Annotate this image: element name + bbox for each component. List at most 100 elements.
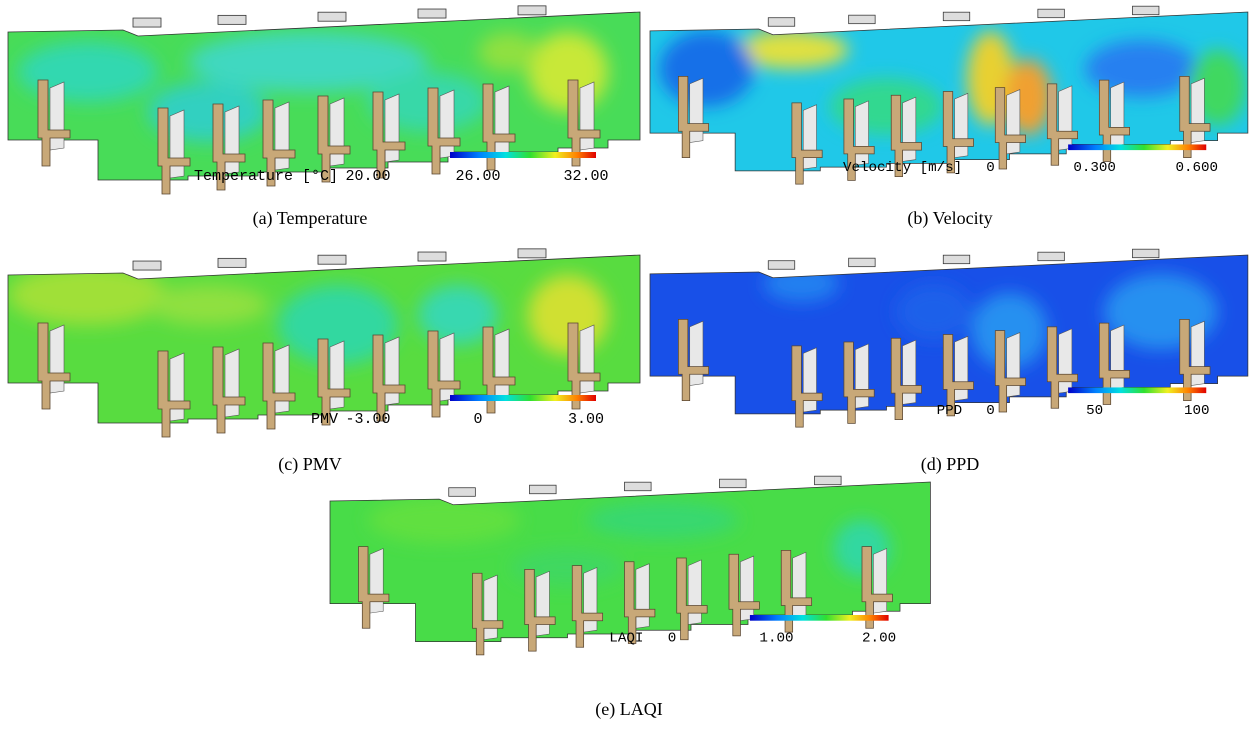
seat-back [275,345,289,413]
seat-back [370,549,383,614]
colorbar-label: LAQI [609,631,643,647]
caption: (b) Velocity [907,208,992,229]
seat-back [1111,82,1124,146]
seat-back [688,560,701,625]
colorbar-bar [450,152,596,158]
field-blob [478,32,538,72]
air-vent [1038,252,1064,261]
seat-back [536,571,549,636]
seat-back [275,102,289,170]
air-vent [849,15,875,24]
colorbar-label: Velocity [m/s] [843,160,962,176]
seat-back [385,94,399,162]
colorbar-tick-label: 1.00 [759,631,793,647]
air-vent [133,18,161,27]
air-vent [768,18,794,27]
colorbar-tick-label: 0 [986,403,995,419]
colorbar-tick-label: 32.00 [563,168,608,185]
caption: (c) PMV [278,454,342,475]
seat-back [903,340,916,404]
seat-back [330,341,344,409]
colorbar-label: Temperature [°C] [194,168,338,185]
seat-back [495,329,509,397]
air-vent [418,252,446,261]
seat-back [484,575,497,640]
seat-back [1111,325,1124,389]
field-blob [896,283,972,340]
contour-panel: PPD 0 50 100 [650,249,1248,427]
colorbar-bar [750,615,889,621]
air-vent [1132,6,1158,15]
colorbar-bar [450,395,596,401]
caption: (e) LAQI [595,699,662,720]
air-vent [1038,9,1064,18]
seat-back [793,552,806,617]
field-blob [764,264,840,302]
seat-back [855,344,868,408]
seat-back [855,101,868,165]
air-vent [218,15,246,24]
colorbar-tick-label: 20.00 [345,168,390,185]
seat-back [1191,78,1204,142]
seat-back [580,325,594,393]
seat-back [1059,329,1072,393]
colorbar-tick-label: 26.00 [455,168,500,185]
air-vent [530,485,557,494]
field-blob [148,285,268,325]
colorbar-label: PPD [937,403,963,419]
air-vent [815,476,842,485]
air-vent [518,249,546,258]
seat-back [1059,86,1072,150]
contour-panel: Temperature [°C] 20.00 26.00 32.00 [8,6,640,194]
air-vent [1132,249,1158,258]
air-vent [449,488,476,497]
seat-back [440,90,454,158]
field-blob [368,496,520,544]
air-vent [318,12,346,21]
seat-back [495,86,509,154]
air-vent [720,479,747,488]
seat-back [225,106,239,174]
seat-back [740,556,753,621]
field-blob [587,501,739,539]
seat-back [1007,90,1020,154]
contour-panel: Velocity [m/s] 0 0.300 0.600 [650,6,1248,184]
air-vent [943,12,969,21]
air-vent [218,258,246,267]
air-vent [133,261,161,270]
colorbar-tick-label: 100 [1184,403,1210,419]
seat-back [170,110,184,178]
air-vent [943,255,969,264]
colorbar-tick-label: 0.600 [1175,160,1218,176]
colorbar-tick-label: 3.00 [568,411,604,428]
air-vent [318,255,346,264]
colorbar-tick-label: 0 [473,411,482,428]
seat-back [170,353,184,421]
colorbar-tick-label: 50 [1086,403,1103,419]
seat-back [1191,321,1204,385]
air-vent [768,261,794,270]
colorbar-tick-label: 0 [986,160,995,176]
seat-back [873,549,886,614]
seat-back [955,336,968,400]
air-vent [625,482,652,491]
colorbar-tick-label: -3.00 [345,411,390,428]
seat-back [584,568,597,633]
seat-back [440,333,454,401]
seat-back [803,105,816,169]
air-vent [418,9,446,18]
seat-back [50,325,64,393]
field-blob [659,31,754,107]
seat-back [50,82,64,150]
colorbar-bar [1068,387,1206,393]
colorbar-tick-label: 0 [668,631,677,647]
seat-back [903,97,916,161]
seat-back [955,93,968,157]
colorbar-tick-label: 0.300 [1073,160,1116,176]
colorbar-bar [1068,144,1206,150]
caption: (d) PPD [921,454,980,475]
air-vent [849,258,875,267]
seat-back [580,82,594,150]
figure: Temperature [°C]20.0026.0032.00(a) Tempe… [0,0,1258,732]
